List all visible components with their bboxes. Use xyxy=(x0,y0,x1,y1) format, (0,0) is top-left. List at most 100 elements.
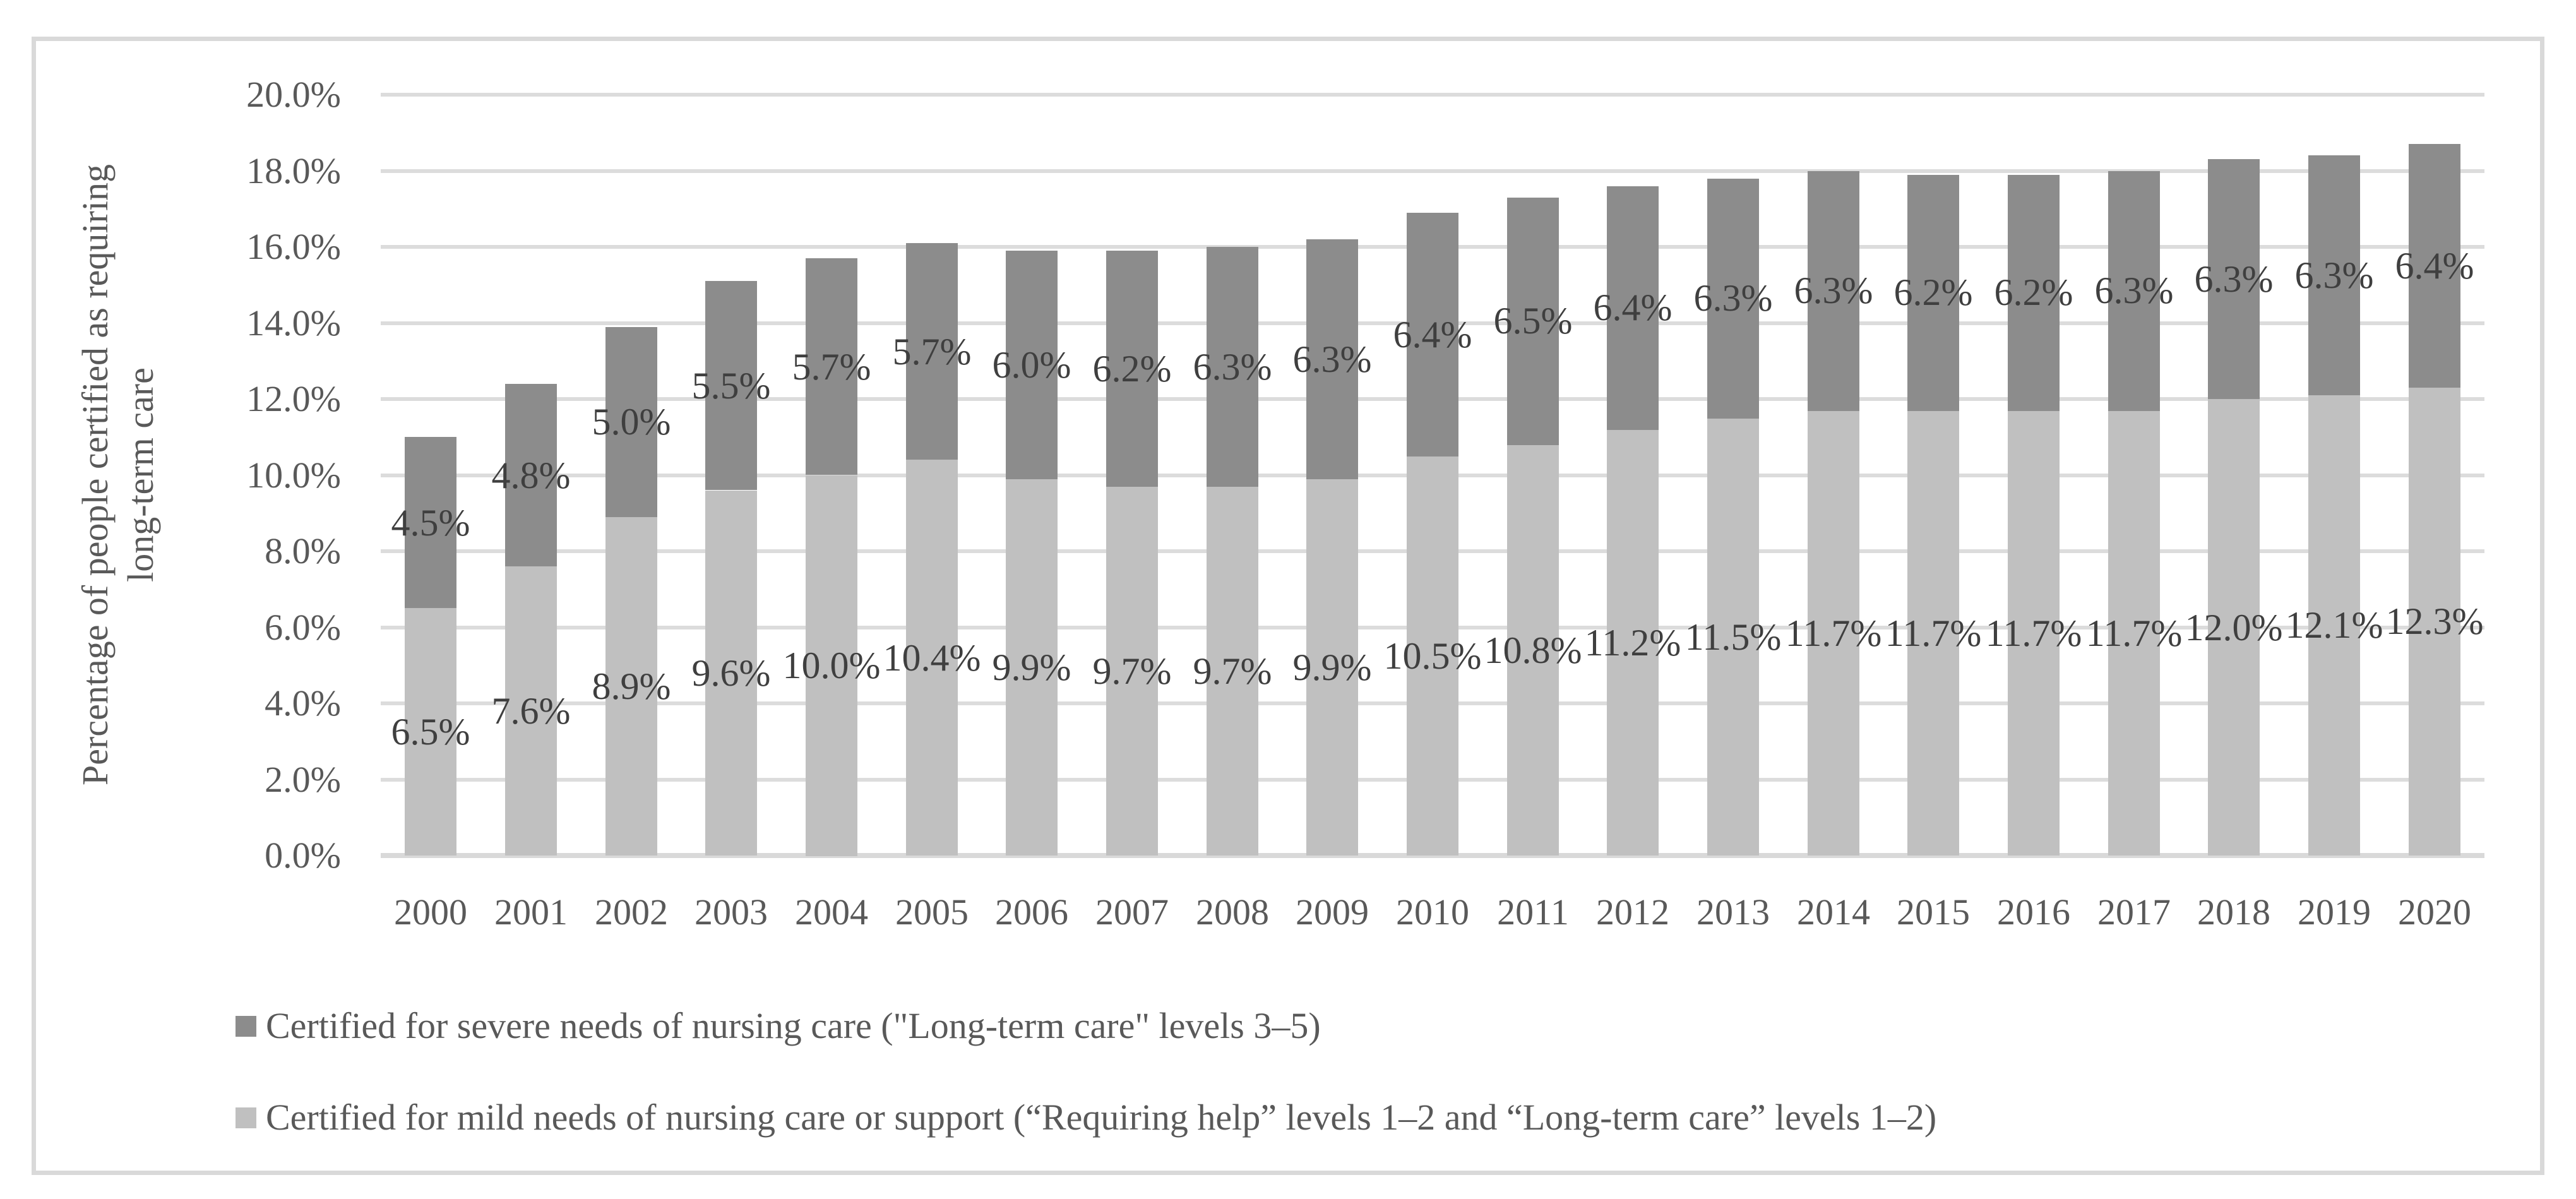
data-label-mild: 10.4% xyxy=(883,637,981,679)
y-tick-label: 12.0% xyxy=(246,378,341,419)
data-label-mild: 9.9% xyxy=(1292,647,1372,688)
data-label-mild: 11.2% xyxy=(1584,622,1681,664)
bar-segment-mild xyxy=(2208,399,2260,856)
bar-segment-mild xyxy=(1607,429,1659,856)
bar-segment-mild xyxy=(806,475,857,856)
data-label-mild: 11.5% xyxy=(1685,616,1782,658)
data-label-severe: 6.3% xyxy=(1292,338,1372,380)
bar-segment-mild xyxy=(2308,395,2360,856)
legend-swatch-mild-icon xyxy=(236,1107,256,1128)
bar-segment-mild xyxy=(1808,410,1859,856)
data-label-severe: 4.5% xyxy=(391,502,470,544)
bar-segment-mild xyxy=(1707,418,1759,856)
y-tick-label: 0.0% xyxy=(265,835,341,876)
bar-segment-severe xyxy=(806,258,857,475)
data-label-severe: 6.4% xyxy=(1393,314,1472,355)
data-label-mild: 11.7% xyxy=(1885,612,1982,654)
data-label-mild: 11.7% xyxy=(1985,612,2082,654)
gridline xyxy=(381,93,2484,97)
x-tick-label: 2012 xyxy=(1596,892,1669,933)
bar-segment-severe xyxy=(1507,198,1559,445)
bar-segment-severe xyxy=(1707,179,1759,419)
data-label-mild: 11.7% xyxy=(2085,612,2183,654)
bar-segment-mild xyxy=(1006,479,1058,856)
legend-item-severe: Certified for severe needs of nursing ca… xyxy=(236,1007,1321,1045)
bar-segment-mild xyxy=(2409,388,2460,856)
gridline xyxy=(381,169,2484,173)
bar-segment-severe xyxy=(1207,247,1258,487)
bar-segment-severe xyxy=(1607,186,1659,430)
data-label-severe: 6.3% xyxy=(2194,258,2274,300)
y-tick-label: 14.0% xyxy=(246,302,341,343)
data-label-severe: 5.7% xyxy=(792,346,871,388)
legend-label-severe: Certified for severe needs of nursing ca… xyxy=(266,1005,1321,1046)
data-label-mild: 11.7% xyxy=(1785,612,1882,654)
bar-segment-severe xyxy=(2308,155,2360,395)
data-label-severe: 6.3% xyxy=(1794,270,1873,311)
y-tick-label: 16.0% xyxy=(246,226,341,267)
x-tick-label: 2010 xyxy=(1396,892,1469,933)
x-tick-label: 2000 xyxy=(394,892,467,933)
bar-segment-mild xyxy=(1507,444,1559,856)
bar-segment-severe xyxy=(2108,171,2160,411)
y-tick-label: 10.0% xyxy=(246,455,341,496)
bar-segment-mild xyxy=(1907,410,1959,856)
data-label-severe: 6.2% xyxy=(1092,348,1172,390)
x-tick-label: 2007 xyxy=(1095,892,1169,933)
x-tick-label: 2018 xyxy=(2197,892,2270,933)
data-label-mild: 9.7% xyxy=(1092,650,1172,692)
x-tick-label: 2020 xyxy=(2398,892,2471,933)
data-label-severe: 6.2% xyxy=(1893,271,1973,313)
bar-segment-severe xyxy=(1407,213,1458,456)
bar-segment-mild xyxy=(605,517,657,856)
bar-segment-mild xyxy=(2108,410,2160,856)
data-label-severe: 6.4% xyxy=(1593,287,1673,328)
bar-segment-mild xyxy=(505,566,557,856)
bar-segment-severe xyxy=(1306,239,1358,479)
data-label-severe: 6.4% xyxy=(2395,245,2474,287)
bar-segment-severe xyxy=(405,437,456,608)
data-label-mild: 9.7% xyxy=(1193,650,1272,692)
y-tick-label: 8.0% xyxy=(265,530,341,571)
bar-segment-mild xyxy=(2008,410,2060,856)
x-tick-label: 2008 xyxy=(1196,892,1269,933)
bar-segment-severe xyxy=(906,243,958,460)
data-label-mild: 12.1% xyxy=(2285,604,2383,646)
bar-segment-severe xyxy=(2008,175,2060,411)
x-tick-label: 2009 xyxy=(1296,892,1369,933)
bar-segment-severe xyxy=(1006,251,1058,479)
x-tick-label: 2016 xyxy=(1997,892,2070,933)
data-label-severe: 5.5% xyxy=(691,365,771,407)
bar-segment-severe xyxy=(1106,251,1158,487)
x-tick-label: 2015 xyxy=(1897,892,1970,933)
data-label-severe: 6.3% xyxy=(2294,254,2374,296)
data-label-mild: 8.9% xyxy=(592,665,671,707)
data-label-severe: 6.0% xyxy=(992,344,1071,386)
x-tick-label: 2013 xyxy=(1696,892,1770,933)
y-tick-label: 4.0% xyxy=(265,683,341,724)
x-tick-label: 2004 xyxy=(795,892,868,933)
bar-segment-mild xyxy=(1407,456,1458,856)
x-tick-label: 2002 xyxy=(595,892,668,933)
bar-segment-severe xyxy=(2208,159,2260,399)
x-tick-label: 2003 xyxy=(695,892,768,933)
x-tick-label: 2019 xyxy=(2298,892,2371,933)
legend-item-mild: Certified for mild needs of nursing care… xyxy=(236,1099,1936,1136)
legend-swatch-severe-icon xyxy=(236,1015,256,1037)
data-label-severe: 5.0% xyxy=(592,401,671,443)
y-tick-label: 2.0% xyxy=(265,759,341,800)
x-tick-label: 2001 xyxy=(494,892,568,933)
data-label-mild: 12.0% xyxy=(2185,607,2283,648)
bar-segment-severe xyxy=(705,281,757,490)
data-label-mild: 9.6% xyxy=(691,652,771,694)
data-label-mild: 12.3% xyxy=(2385,600,2484,642)
data-label-mild: 10.0% xyxy=(782,645,881,686)
data-label-severe: 6.3% xyxy=(1193,346,1272,388)
bar-segment-severe xyxy=(1907,175,1959,411)
bar-segment-severe xyxy=(1808,171,1859,411)
data-label-severe: 6.3% xyxy=(2094,270,2174,311)
x-tick-label: 2005 xyxy=(895,892,969,933)
x-tick-label: 2006 xyxy=(995,892,1068,933)
bar-segment-mild xyxy=(405,608,456,856)
